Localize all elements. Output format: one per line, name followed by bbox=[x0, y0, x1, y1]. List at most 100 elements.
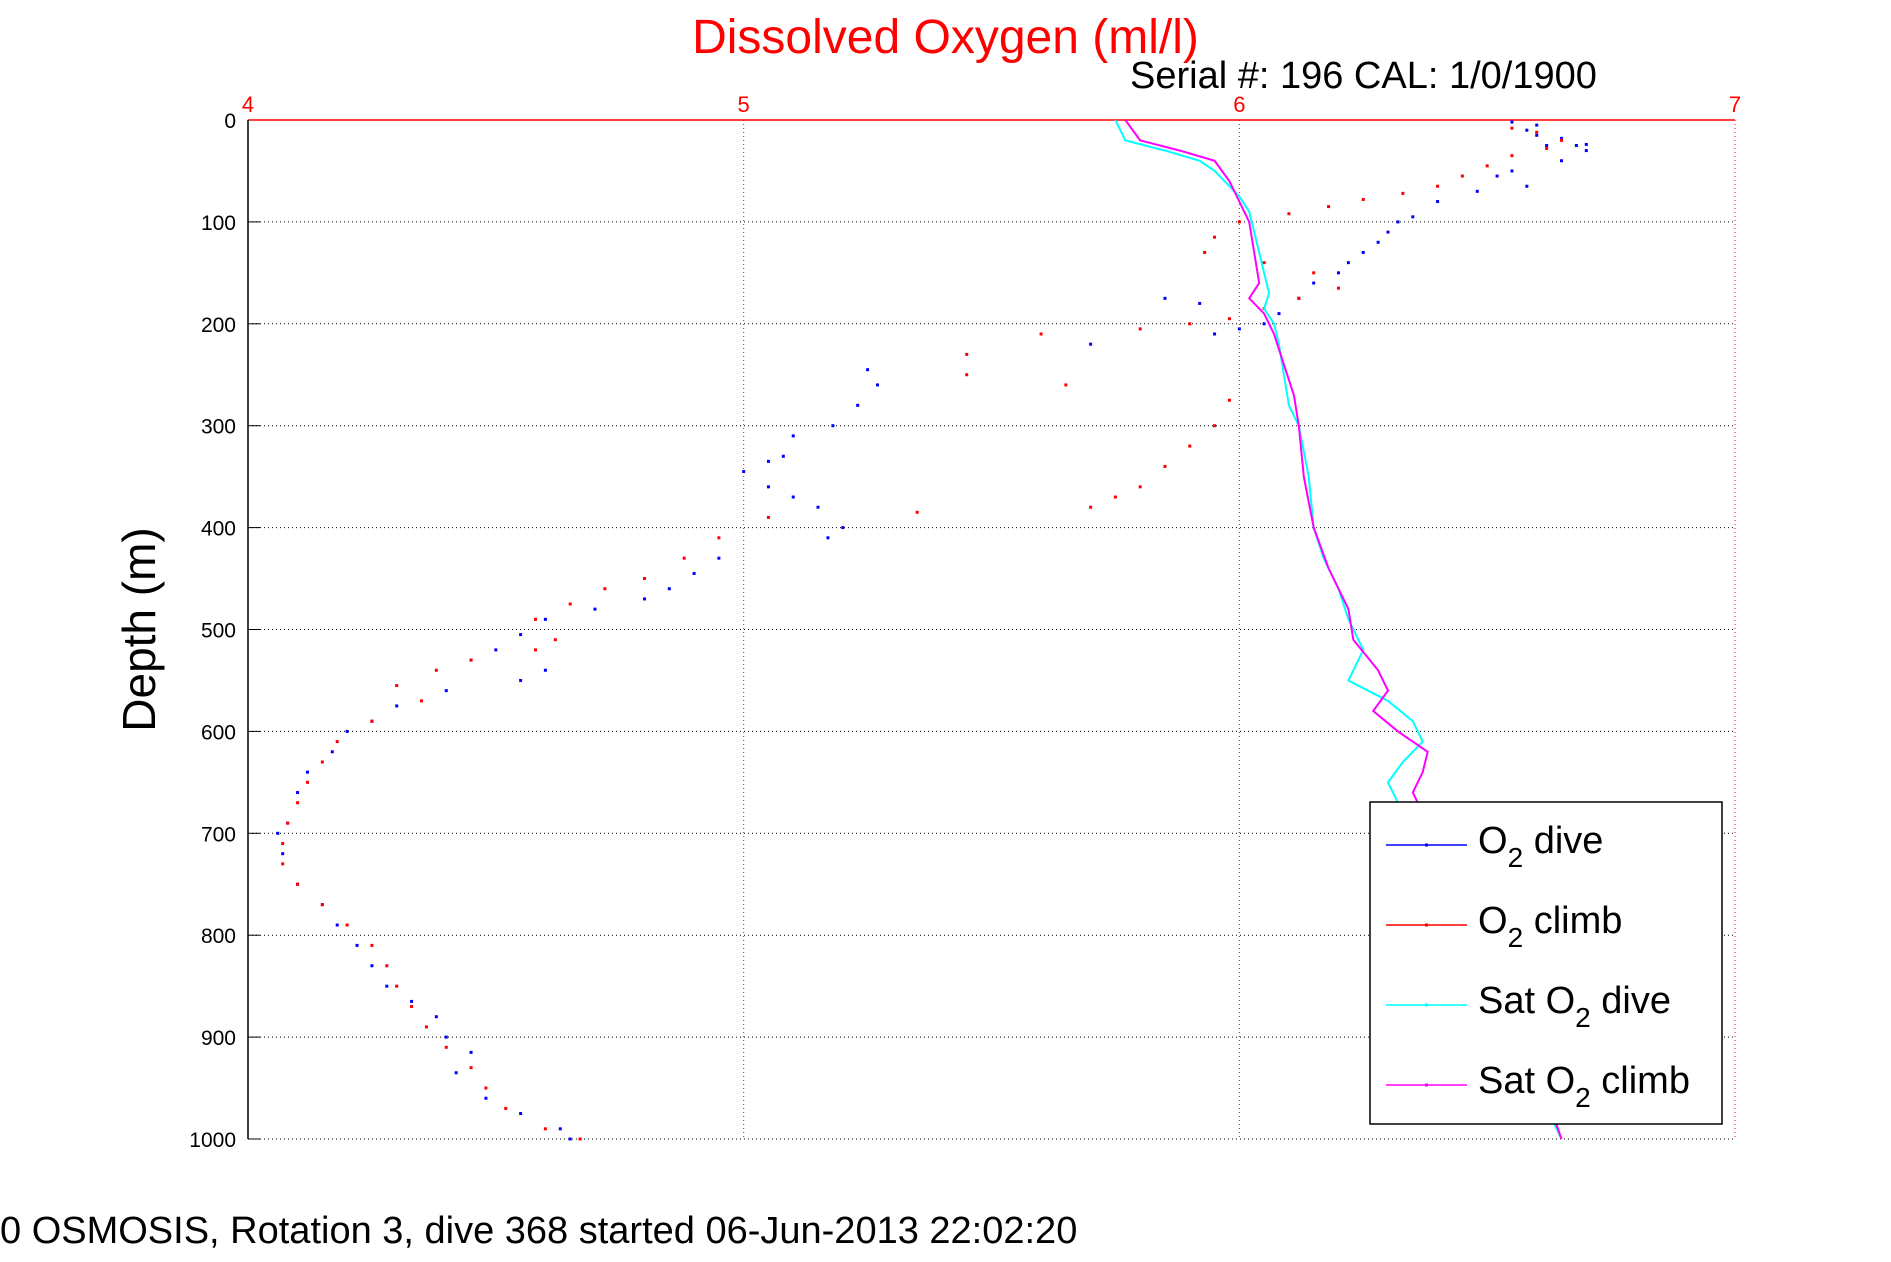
data-point bbox=[519, 678, 523, 682]
data-point bbox=[281, 852, 285, 856]
data-point bbox=[469, 1050, 473, 1054]
data-point bbox=[424, 1025, 428, 1029]
data-point bbox=[1213, 332, 1217, 336]
data-point bbox=[1237, 327, 1241, 331]
data-point bbox=[345, 729, 349, 733]
data-point bbox=[395, 984, 399, 988]
data-point bbox=[1039, 332, 1043, 336]
data-point bbox=[1560, 136, 1564, 140]
data-point bbox=[543, 1127, 547, 1131]
data-point bbox=[345, 923, 349, 927]
y-axis-label: Depth (m) bbox=[113, 527, 165, 731]
data-point bbox=[1138, 485, 1142, 489]
data-point bbox=[1227, 398, 1231, 402]
data-point bbox=[1560, 159, 1564, 163]
data-point bbox=[281, 862, 285, 866]
x-tick-label: 5 bbox=[738, 92, 750, 117]
y-tick-label: 800 bbox=[201, 925, 236, 948]
data-point bbox=[1089, 342, 1093, 346]
data-point bbox=[791, 495, 795, 499]
data-point bbox=[543, 617, 547, 621]
data-point bbox=[1237, 220, 1241, 224]
data-point bbox=[1297, 296, 1301, 300]
data-point bbox=[1163, 464, 1167, 468]
data-point bbox=[370, 964, 374, 968]
data-point bbox=[1227, 317, 1231, 321]
data-point bbox=[781, 454, 785, 458]
x-tick-label: 6 bbox=[1233, 92, 1245, 117]
data-point bbox=[568, 1137, 572, 1141]
data-point bbox=[1436, 200, 1440, 204]
data-point bbox=[385, 984, 389, 988]
data-point bbox=[305, 770, 309, 774]
legend-label: Sat O2 climb bbox=[1478, 1060, 1690, 1113]
data-point bbox=[1346, 261, 1350, 265]
data-point bbox=[533, 648, 537, 652]
legend-marker bbox=[1425, 843, 1428, 847]
data-point bbox=[856, 403, 860, 407]
data-point bbox=[1361, 250, 1365, 254]
data-point bbox=[578, 1137, 582, 1141]
data-point bbox=[553, 638, 557, 642]
data-point bbox=[444, 1035, 448, 1039]
data-point bbox=[568, 602, 572, 606]
data-point bbox=[494, 648, 498, 652]
legend-box bbox=[1369, 801, 1723, 1125]
data-point bbox=[296, 791, 300, 795]
data-point bbox=[1089, 505, 1093, 509]
data-point bbox=[766, 485, 770, 489]
data-point bbox=[1376, 240, 1380, 244]
y-tick-label: 1000 bbox=[189, 1129, 236, 1152]
data-point bbox=[1574, 143, 1578, 147]
data-point bbox=[385, 964, 389, 968]
data-point bbox=[395, 684, 399, 688]
data-point bbox=[1163, 296, 1167, 300]
data-point bbox=[434, 668, 438, 672]
data-point bbox=[1336, 286, 1340, 290]
data-point bbox=[1535, 133, 1539, 137]
data-point bbox=[766, 515, 770, 519]
data-point bbox=[558, 1127, 562, 1131]
x-tick-label: 4 bbox=[242, 92, 254, 117]
data-point bbox=[841, 526, 845, 530]
data-point bbox=[692, 571, 696, 575]
data-point bbox=[1584, 142, 1588, 146]
data-point bbox=[484, 1086, 488, 1090]
data-point bbox=[816, 505, 820, 509]
legend-marker bbox=[1425, 1083, 1428, 1087]
data-point bbox=[1545, 143, 1549, 147]
data-point bbox=[875, 383, 879, 387]
y-tick-label: 100 bbox=[201, 212, 236, 235]
data-point bbox=[1396, 220, 1400, 224]
data-point bbox=[444, 689, 448, 693]
data-point bbox=[335, 740, 339, 744]
data-point bbox=[1287, 212, 1291, 216]
data-point bbox=[1535, 123, 1539, 127]
data-point bbox=[410, 1005, 414, 1009]
data-point bbox=[469, 658, 473, 662]
data-point bbox=[1510, 120, 1514, 124]
data-point bbox=[1138, 327, 1142, 331]
data-point bbox=[1485, 164, 1489, 168]
data-point bbox=[1510, 169, 1514, 173]
data-point bbox=[444, 1045, 448, 1049]
data-point bbox=[1312, 281, 1316, 285]
data-point bbox=[826, 536, 830, 540]
data-point bbox=[667, 587, 671, 591]
data-point bbox=[419, 699, 423, 703]
data-point bbox=[866, 368, 870, 372]
data-point bbox=[1312, 271, 1316, 275]
legend-label: O2 dive bbox=[1478, 820, 1603, 873]
data-point bbox=[543, 668, 547, 672]
data-point bbox=[742, 470, 746, 474]
y-tick-label: 600 bbox=[201, 721, 236, 744]
data-point bbox=[320, 903, 324, 907]
data-point bbox=[1277, 312, 1281, 316]
y-tick-label: 300 bbox=[201, 416, 236, 439]
data-point bbox=[1198, 301, 1202, 305]
data-point bbox=[1064, 383, 1068, 387]
data-point bbox=[533, 617, 537, 621]
data-point bbox=[1525, 128, 1529, 132]
